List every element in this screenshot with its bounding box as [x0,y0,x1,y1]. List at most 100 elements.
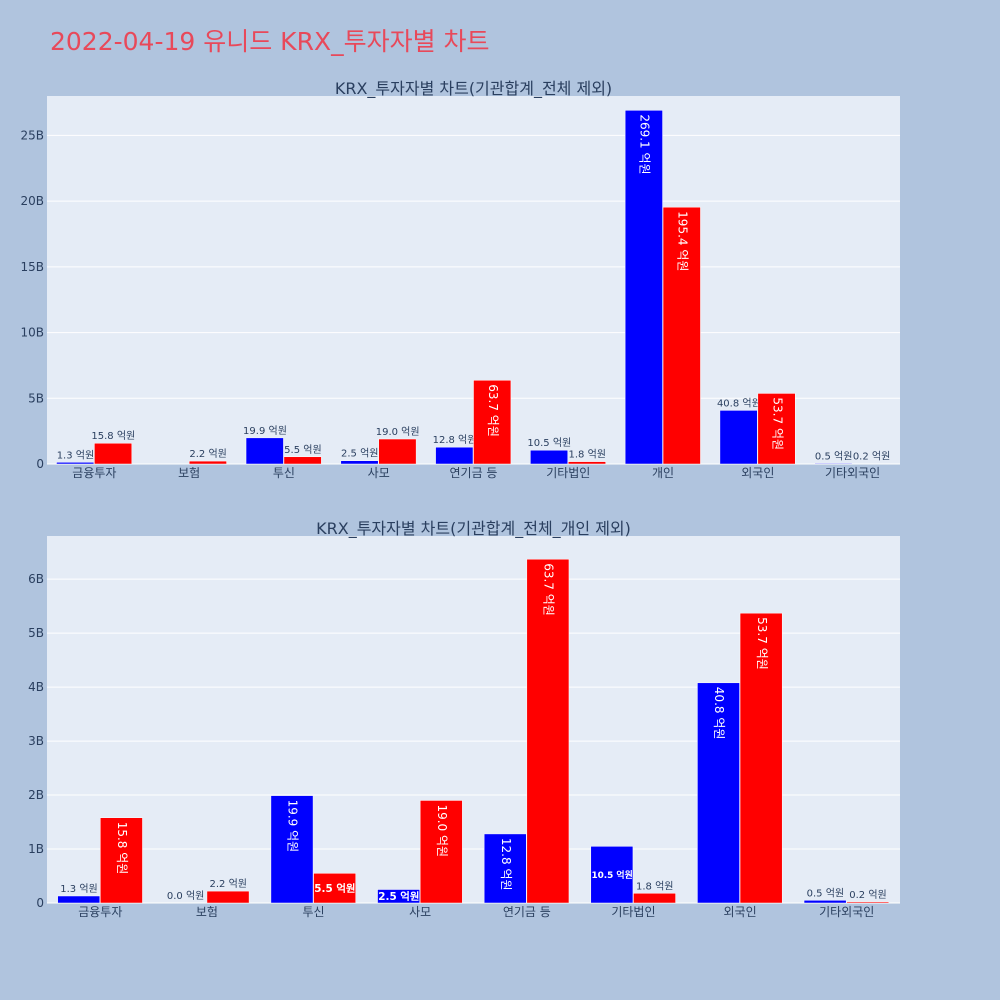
bar [846,901,890,904]
bar [633,893,676,904]
x-tick-label: 사모 [368,466,390,480]
bar [206,890,250,904]
chart-title: KRX_투자자별 차트(기관합계_전체_개인 제외) [316,519,631,539]
y-tick-label: 0 [36,896,44,910]
x-tick-label: 금융투자 [72,466,116,480]
data-label: 0.2 억원 [849,889,886,901]
y-tick-label: 3B [28,734,44,748]
bar [419,800,463,904]
x-tick-label: 투신 [273,466,295,480]
bar [94,442,133,465]
y-tick-label: 25B [20,128,44,142]
data-label: 5.5 억원 [314,882,355,895]
data-label: 0.5 억원 [807,887,844,899]
bar [530,449,569,465]
data-label: 2.2 억원 [189,448,226,460]
x-tick-label: 기타외국인 [819,905,874,919]
x-tick-label: 기타법인 [546,466,590,480]
bar [313,873,356,904]
y-tick-label: 5B [28,626,44,640]
data-label: 195.4 억원 [676,211,690,271]
y-tick-label: 2B [28,788,44,802]
y-tick-label: 15B [20,260,44,274]
data-label: 2.5 억원 [378,890,419,903]
bar [697,682,740,904]
bar [662,206,701,465]
data-label: 269.1 억원 [638,114,652,174]
data-label: 0.2 억원 [853,451,890,463]
bar [568,461,606,465]
bar [719,410,758,465]
bar [483,833,527,904]
bar [590,846,634,904]
data-label: 0.0 억원 [167,890,204,902]
x-tick-label: 외국인 [724,905,757,919]
x-tick-label: 연기금 등 [450,466,498,480]
data-label: 2.5 억원 [341,448,378,460]
x-tick-label: 보험 [196,905,218,919]
x-tick-label: 금융투자 [78,905,122,919]
bar [624,110,663,465]
bar [245,437,284,465]
data-label: 10.5 억원 [591,869,632,881]
bar [377,889,420,904]
x-tick-label: 보험 [178,466,200,480]
data-label: 15.8 억원 [91,430,135,442]
y-tick-label: 4B [28,680,44,694]
x-tick-label: 연기금 등 [503,905,551,919]
page-title: 2022-04-19 유니드 KRX_투자자별 차트 [50,27,490,56]
y-tick-label: 0 [36,457,44,471]
data-label: 5.5 억원 [284,444,321,456]
bar [814,463,853,465]
data-label: 1.8 억원 [636,880,673,892]
y-tick-label: 5B [28,391,44,405]
x-tick-label: 개인 [652,466,674,480]
data-label: 53.7 억원 [770,397,784,450]
bar [526,558,570,904]
chart-2: 0 1B 2B 3B 4B 5B 6B KRX_투자자별 차트(기관합계_전체_개인 제외) 금… [28,519,900,919]
bar [757,393,796,465]
data-label: 12.8 억원 [433,434,477,446]
data-label: 19.9 억원 [243,425,287,437]
bar [56,462,95,465]
data-label: 19.0 억원 [435,804,449,857]
y-tick-label: 10B [20,326,44,340]
bar [270,795,314,904]
y-tick-label: 20B [20,194,44,208]
data-label: 63.7 억원 [542,563,556,616]
y-tick-label: 6B [28,572,44,586]
x-tick-label: 외국인 [741,466,774,480]
data-label: 19.9 억원 [286,800,300,853]
data-label: 12.8 억원 [499,838,513,891]
bar [435,446,474,465]
x-tick-label: 사모 [409,905,431,919]
bar [739,612,783,904]
bar [378,438,417,465]
bar [57,895,101,904]
x-tick-label: 기타외국인 [825,466,880,480]
data-label: 63.7 억원 [486,384,500,437]
bar [283,456,322,465]
data-label: 40.8 억원 [717,397,761,409]
bar [340,460,379,465]
chart-title: KRX_투자자별 차트(기관합계_전체 제외) [335,79,612,99]
bar [803,900,847,904]
chart-1: 0 5B 10B 15B 20B 25B KRX_투자자별 차트(기관합계_전체 제외) 금융… [20,79,900,480]
y-tick-label: 1B [28,842,44,856]
data-label: 53.7 억원 [755,617,769,670]
x-tick-label: 투신 [303,905,325,919]
data-label: 1.8 억원 [568,449,605,461]
data-label: 19.0 억원 [376,426,420,438]
x-tick-label: 기타법인 [611,905,655,919]
data-label: 40.8 억원 [712,687,726,740]
data-label: 1.3 억원 [60,883,97,895]
data-label: 15.8 억원 [115,822,129,875]
bar [100,817,143,904]
data-label: 1.3 억원 [57,449,94,461]
data-label: 2.2 억원 [210,878,247,890]
bar [473,380,512,465]
data-label: 10.5 억원 [527,437,571,449]
data-label: 0.5 억원 [815,450,852,462]
bar [188,460,227,465]
